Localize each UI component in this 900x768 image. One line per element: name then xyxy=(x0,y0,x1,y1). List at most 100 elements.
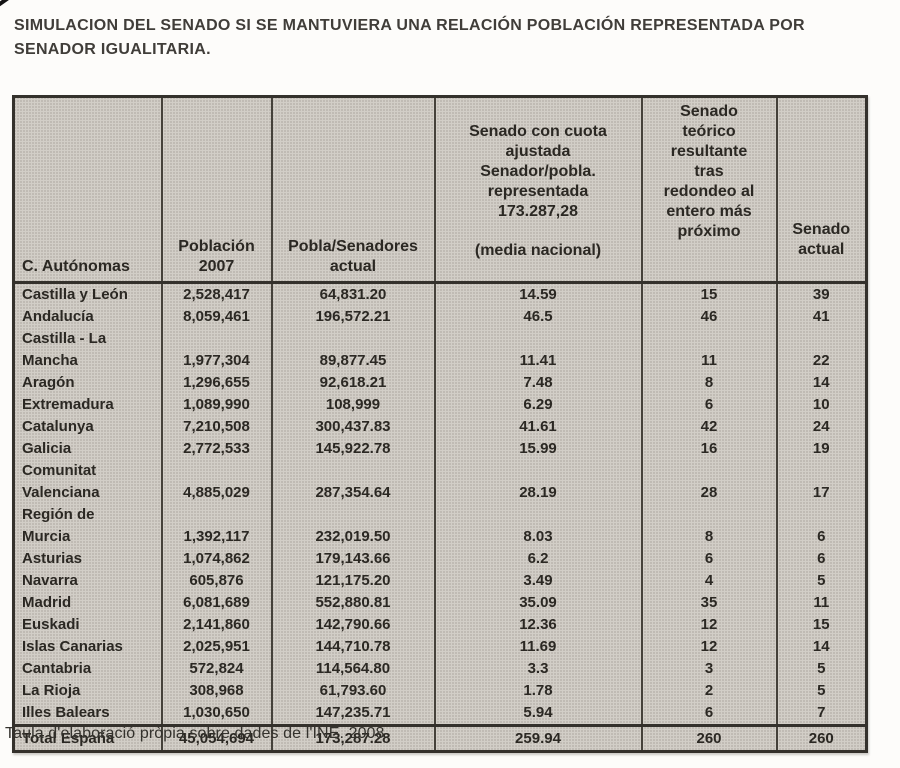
page-title: SIMULACION DEL SENADO SI SE MANTUVIERA U… xyxy=(14,17,805,58)
value-cell: 12.36 xyxy=(433,614,643,636)
table-row: Catalunya 7,210,508 300,437.83 41.61 42 24 xyxy=(12,416,868,438)
table-row: Galicia 2,772,533 145,922.78 15.99 16 19 xyxy=(12,438,868,460)
value-cell: 2,772,533 xyxy=(160,438,273,460)
value-cell: 4,885,029 xyxy=(160,460,273,504)
value-cell: 10 xyxy=(775,394,868,416)
total-label: Total España xyxy=(12,724,163,752)
value-cell: 552,880.81 xyxy=(270,592,436,614)
value-cell: 114,564.80 xyxy=(270,658,436,680)
region-name-cell: Catalunya xyxy=(12,416,163,438)
total-poblacion: 45,054,694 xyxy=(160,724,273,752)
region-name-cell: Islas Canarias xyxy=(12,636,163,658)
region-name-cell: Illes Balears xyxy=(12,702,163,726)
value-cell: 16 xyxy=(640,438,778,460)
value-cell: 287,354.64 xyxy=(270,460,436,504)
value-cell: 28.19 xyxy=(433,460,643,504)
value-cell: 572,824 xyxy=(160,658,273,680)
value-cell: 39 xyxy=(775,282,868,306)
value-cell: 41 xyxy=(775,306,868,328)
value-cell: 232,019.50 xyxy=(270,504,436,548)
region-name-cell: Madrid xyxy=(12,592,163,614)
table-row: Navarra 605,876 121,175.20 3.49 4 5 xyxy=(12,570,868,592)
table-row: Andalucía 8,059,461 196,572.21 46.5 46 41 xyxy=(12,306,868,328)
value-cell: 6 xyxy=(640,702,778,726)
scan-artifact xyxy=(0,0,12,8)
value-cell: 6.29 xyxy=(433,394,643,416)
value-cell: 6,081,689 xyxy=(160,592,273,614)
value-cell: 64,831.20 xyxy=(270,282,436,306)
region-name-cell: Comunitat Valenciana xyxy=(12,460,163,504)
table-row: Cantabria 572,824 114,564.80 3.3 3 5 xyxy=(12,658,868,680)
value-cell: 24 xyxy=(775,416,868,438)
value-cell: 15.99 xyxy=(433,438,643,460)
value-cell: 61,793.60 xyxy=(270,680,436,702)
table-row: Extremadura 1,089,990 108,999 6.29 6 10 xyxy=(12,394,868,416)
value-cell: 8,059,461 xyxy=(160,306,273,328)
table-row: Región de Murcia 1,392,117 232,019.50 8.03 8… xyxy=(12,504,868,548)
value-cell: 147,235.71 xyxy=(270,702,436,726)
region-name-cell: Extremadura xyxy=(12,394,163,416)
total-pobla-senadores: 173,287.28 xyxy=(270,724,436,752)
column-header-pobla-senadores-actual: Pobla/Senadores actual xyxy=(270,96,436,284)
value-cell: 8 xyxy=(640,504,778,548)
value-cell: 42 xyxy=(640,416,778,438)
value-cell: 7.48 xyxy=(433,372,643,394)
value-cell: 300,437.83 xyxy=(270,416,436,438)
value-cell: 144,710.78 xyxy=(270,636,436,658)
region-name-cell: Galicia xyxy=(12,438,163,460)
value-cell: 2 xyxy=(640,680,778,702)
table-row: Comunitat Valenciana 4,885,029 287,354.64 2… xyxy=(12,460,868,504)
source-note: Taula d'elaboració pròpia sobre dades de… xyxy=(5,725,390,742)
value-cell: 308,968 xyxy=(160,680,273,702)
value-cell: 3 xyxy=(640,658,778,680)
value-cell: 12 xyxy=(640,614,778,636)
total-teorico: 260 xyxy=(640,724,778,752)
value-cell: 8 xyxy=(640,372,778,394)
table-row: Euskadi 2,141,860 142,790.66 12.36 12 15 xyxy=(12,614,868,636)
column-header-cuota-ajustada: Senado con cuota ajustada Senador/pobla.… xyxy=(433,96,643,284)
region-name-cell: Castilla y León xyxy=(12,282,163,306)
table-row: Aragón 1,296,655 92,618.21 7.48 8 14 xyxy=(12,372,868,394)
value-cell: 6 xyxy=(640,394,778,416)
value-cell: 92,618.21 xyxy=(270,372,436,394)
cuota-header-main: Senado con cuota ajustada Senador/pobla.… xyxy=(469,123,607,220)
column-header-senado-actual: Senado actual xyxy=(775,96,868,284)
value-cell: 179,143.66 xyxy=(270,548,436,570)
value-cell: 121,175.20 xyxy=(270,570,436,592)
value-cell: 1,392,117 xyxy=(160,504,273,548)
value-cell: 17 xyxy=(775,460,868,504)
column-header-senado-teorico: Senado teórico resultante tras redondeo … xyxy=(640,96,778,284)
cuota-header-note: (media nacional) xyxy=(474,242,602,259)
value-cell: 7 xyxy=(775,702,868,726)
value-cell: 145,922.78 xyxy=(270,438,436,460)
header-row: C. Autónomas Población 2007 Pobla/Senado… xyxy=(12,96,868,284)
value-cell: 1,089,990 xyxy=(160,394,273,416)
region-name-cell: Andalucía xyxy=(12,306,163,328)
value-cell: 46.5 xyxy=(433,306,643,328)
value-cell: 108,999 xyxy=(270,394,436,416)
value-cell: 8.03 xyxy=(433,504,643,548)
value-cell: 15 xyxy=(640,282,778,306)
value-cell: 5.94 xyxy=(433,702,643,726)
value-cell: 1.78 xyxy=(433,680,643,702)
value-cell: 1,030,650 xyxy=(160,702,273,726)
value-cell: 5 xyxy=(775,570,868,592)
value-cell: 3.49 xyxy=(433,570,643,592)
total-row: Total España 45,054,694 173,287.28 259.9… xyxy=(12,724,868,752)
region-name-cell: Asturias xyxy=(12,548,163,570)
value-cell: 142,790.66 xyxy=(270,614,436,636)
table-row: Asturias 1,074,862 179,143.66 6.2 6 6 xyxy=(12,548,868,570)
value-cell: 22 xyxy=(775,328,868,372)
table-row: La Rioja 308,968 61,793.60 1.78 2 5 xyxy=(12,680,868,702)
region-name-cell: Navarra xyxy=(12,570,163,592)
value-cell: 2,528,417 xyxy=(160,282,273,306)
value-cell: 19 xyxy=(775,438,868,460)
value-cell: 14 xyxy=(775,372,868,394)
value-cell: 11.41 xyxy=(433,328,643,372)
value-cell: 11.69 xyxy=(433,636,643,658)
table-row: Castilla y León 2,528,417 64,831.20 14.59 15… xyxy=(12,282,868,306)
value-cell: 1,074,862 xyxy=(160,548,273,570)
total-senado-actual: 260 xyxy=(775,724,868,752)
column-header-autonomas: C. Autónomas xyxy=(12,96,163,284)
table-body: Castilla y León 2,528,417 64,831.20 14.59 15… xyxy=(12,282,868,726)
